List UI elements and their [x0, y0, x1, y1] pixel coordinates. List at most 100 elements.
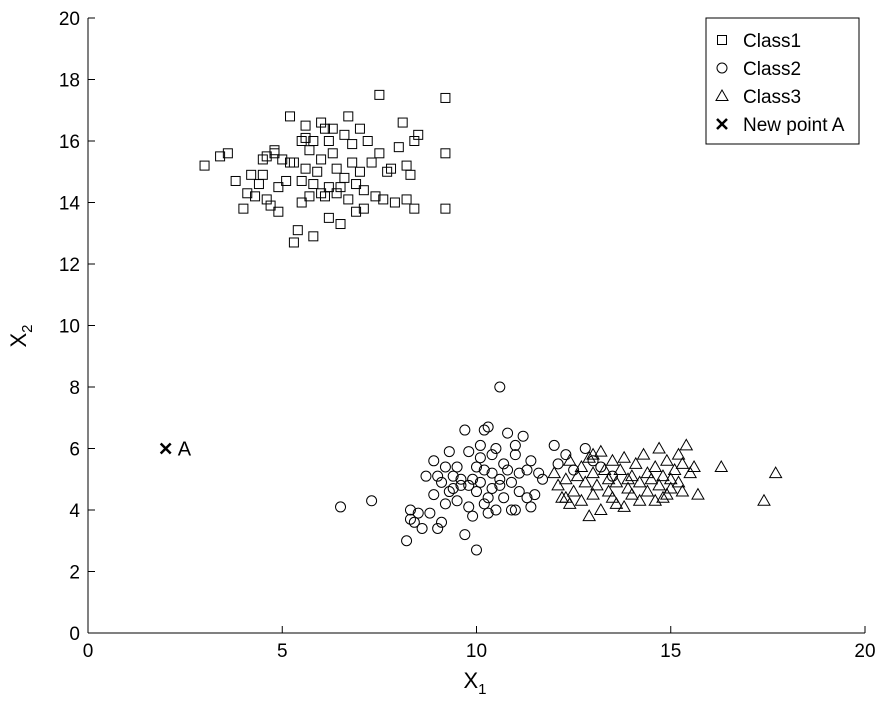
class2-point: [502, 427, 514, 439]
class2-point: [467, 510, 479, 522]
class2-point: [505, 476, 517, 488]
class3-point: [566, 484, 581, 497]
data-markers: [159, 89, 783, 556]
class3-point: [582, 450, 597, 463]
class2-point: [502, 464, 514, 476]
class3-point: [617, 450, 631, 463]
class1-point: [335, 219, 346, 230]
class3-point: [656, 490, 670, 503]
class1-point: [316, 154, 327, 165]
class1-point: [281, 175, 292, 186]
class1-point: [292, 225, 303, 236]
class3-point: [621, 472, 635, 485]
class2-point: [463, 479, 475, 491]
y-axis-ticks: 0 2 4 6 8 10 12 14 16 18 20: [59, 9, 95, 645]
legend-class1-marker: [717, 35, 727, 45]
class1-point: [409, 203, 420, 214]
x-tick-label: 0: [83, 641, 94, 662]
class3-point: [621, 481, 635, 494]
class2-point: [486, 467, 498, 479]
class1-point: [246, 169, 257, 180]
class3-point: [663, 472, 678, 485]
class2-point: [513, 467, 525, 479]
class1-point: [327, 148, 338, 159]
class2-point: [548, 439, 560, 451]
class2-point: [521, 492, 533, 504]
legend-class3-marker: [715, 88, 729, 101]
y-axis-label: X2: [6, 324, 36, 347]
class2-point: [552, 458, 564, 470]
class2-point: [478, 424, 490, 436]
class3-point: [593, 502, 608, 515]
class1-point: [382, 166, 393, 177]
class1-point: [296, 197, 307, 208]
class1-point: [308, 136, 319, 146]
class1-point: [319, 123, 330, 134]
class3-point: [574, 493, 589, 506]
class1-point: [378, 194, 389, 205]
class2-point: [424, 507, 436, 519]
class2-point: [401, 535, 413, 547]
class1-point: [409, 136, 420, 146]
class3-point: [656, 469, 670, 482]
class2-point: [494, 381, 506, 393]
legend-new-point-a-marker: [716, 118, 728, 130]
class2-point: [537, 473, 549, 485]
class2-point: [587, 455, 599, 467]
class3-point: [547, 466, 562, 479]
class2-point: [529, 489, 541, 501]
class2-point: [509, 449, 521, 461]
class3-point: [768, 466, 783, 479]
class1-point: [354, 166, 365, 177]
class1-point: [304, 191, 315, 202]
class1-point: [323, 182, 334, 193]
class1-point: [308, 231, 319, 242]
class1-point: [440, 148, 451, 159]
class2-point: [420, 470, 432, 482]
class3-point: [601, 484, 616, 497]
class1-point: [362, 136, 373, 146]
class1-point: [285, 111, 296, 122]
class3-point: [570, 469, 585, 482]
x-tick-label: 20: [854, 641, 875, 662]
class2-point: [521, 464, 533, 476]
class3-point: [687, 459, 701, 472]
x-axis-ticks: 0 5 10 15 20: [83, 626, 876, 662]
class3-point: [586, 466, 600, 479]
class3-point: [667, 463, 682, 476]
class3-point: [632, 475, 647, 488]
y-tick-label: 20: [59, 9, 80, 30]
y-tick-label: 0: [69, 624, 80, 645]
legend-class3-label: Class3: [743, 87, 801, 108]
class3-point: [613, 463, 628, 476]
class2-point: [474, 439, 486, 451]
class1-point: [374, 89, 385, 100]
class2-point: [439, 461, 451, 473]
class3-point: [636, 447, 651, 460]
class1-point: [354, 123, 365, 134]
class1-point: [351, 206, 362, 217]
legend-class2-label: Class2: [743, 59, 801, 80]
class2-point: [490, 443, 502, 454]
class1-point: [316, 117, 327, 128]
class2-point: [471, 461, 482, 473]
annotation-point-a: A: [178, 439, 192, 461]
class3-point: [593, 444, 608, 457]
class1-point: [331, 163, 342, 174]
y-tick-label: 8: [69, 378, 80, 399]
class1-point: [250, 191, 261, 202]
class2-point: [474, 452, 486, 464]
class1-point: [366, 157, 377, 168]
class2-point: [486, 449, 498, 461]
class2-point: [447, 470, 459, 482]
class1-point: [316, 188, 327, 199]
class2-point: [459, 424, 471, 436]
class3-point: [644, 472, 659, 485]
class2-point: [436, 516, 448, 528]
class1-point: [347, 157, 358, 168]
y-tick-label: 14: [59, 194, 81, 215]
class1-point: [257, 154, 268, 165]
class2-point: [482, 507, 494, 519]
class1-point: [440, 203, 451, 214]
class3-point: [652, 441, 666, 454]
